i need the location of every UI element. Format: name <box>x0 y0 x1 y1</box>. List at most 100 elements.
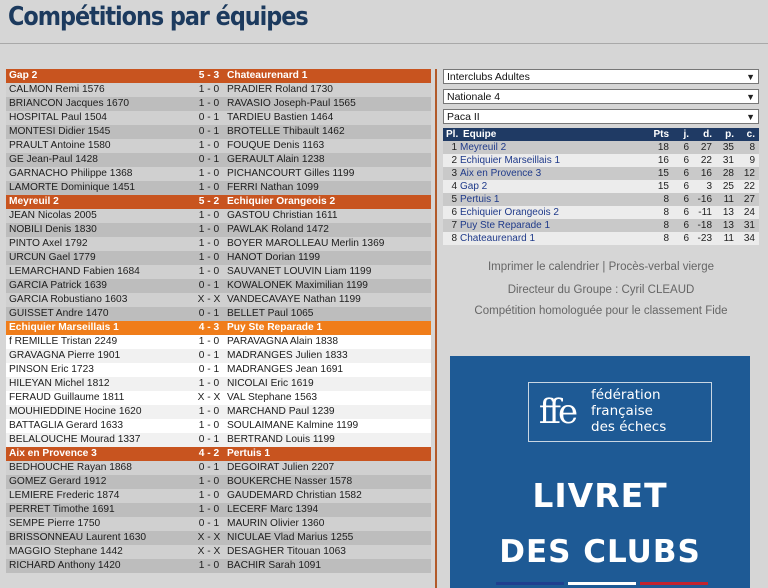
game-row: FERAUD Guillaume 1811 X - X VAL Stephane 1… <box>6 391 431 405</box>
game-result: 0 - 1 <box>198 462 220 473</box>
standings-points: 15 <box>641 180 673 193</box>
team-link[interactable]: Echiquier Marseillais 1 <box>460 154 641 167</box>
game-row: URCUN Gael 1779 1 - 0 HANOT Dorian 1199 <box>6 251 431 265</box>
game-result: X - X <box>197 546 221 557</box>
blank-report-link[interactable]: Procès-verbal vierge <box>608 261 715 273</box>
away-player: BACHIR Sarah 1091 <box>227 560 322 571</box>
game-result: 0 - 1 <box>198 350 220 361</box>
home-player: PERRET Timothe 1691 <box>9 504 115 515</box>
match-header[interactable]: Meyreuil 2 5 - 2 Echiquier Orangeois 2 <box>6 195 431 209</box>
team-link[interactable]: Chateaurenard 1 <box>460 232 641 245</box>
game-result: 1 - 0 <box>198 476 220 487</box>
standings-points: 8 <box>641 206 673 219</box>
standings-place: 6 <box>443 206 460 219</box>
home-player: FERAUD Guillaume 1811 <box>9 392 125 403</box>
standings-points: 18 <box>641 141 673 154</box>
team-link[interactable]: Pertuis 1 <box>460 193 641 206</box>
standings-diff: 16 <box>693 167 716 180</box>
standings-played: 6 <box>673 232 693 245</box>
game-result: 0 - 1 <box>198 154 220 165</box>
away-player: MAURIN Olivier 1360 <box>227 518 325 529</box>
game-result: X - X <box>197 532 221 543</box>
livret-des-clubs-banner[interactable]: ffe fédération française des échecs LIVR… <box>450 356 750 588</box>
standings-row: 7 Puy Ste Reparade 1 8 6 -18 13 31 <box>443 219 759 232</box>
away-player: VANDECAVAYE Nathan 1199 <box>227 294 361 305</box>
standings-for: 11 <box>716 232 738 245</box>
game-result: 1 - 0 <box>198 378 220 389</box>
standings-diff: -11 <box>693 206 716 219</box>
ffe-logo: ffe fédération française des échecs <box>528 382 712 442</box>
away-player: BOYER MAROLLEAU Merlin 1369 <box>227 238 385 249</box>
game-row: HOSPITAL Paul 1504 0 - 1 TARDIEU Bastien 1… <box>6 111 431 125</box>
away-team: Pertuis 1 <box>227 448 271 459</box>
away-player: GAUDEMARD Christian 1582 <box>227 490 362 501</box>
standings-played: 6 <box>673 193 693 206</box>
standings-against: 34 <box>738 232 759 245</box>
match-header[interactable]: Echiquier Marseillais 1 4 - 3 Puy Ste Repa… <box>6 321 431 335</box>
team-link[interactable]: Meyreuil 2 <box>460 141 641 154</box>
standings-row: 5 Pertuis 1 8 6 -16 11 27 <box>443 193 759 206</box>
standings-diff: 27 <box>693 141 716 154</box>
col-header-points: Pts <box>641 128 673 141</box>
home-team: Meyreuil 2 <box>9 196 59 207</box>
print-calendar-link[interactable]: Imprimer le calendrier <box>487 261 600 273</box>
home-player: PINSON Eric 1723 <box>9 364 94 375</box>
standings-for: 35 <box>716 141 738 154</box>
match-header[interactable]: Gap 2 5 - 3 Chateaurenard 1 <box>6 69 431 83</box>
away-player: BROTELLE Thibault 1462 <box>227 126 345 137</box>
game-result: 0 - 1 <box>198 280 220 291</box>
away-player: DESAGHER Titouan 1063 <box>227 546 346 557</box>
standings-place: 8 <box>443 232 460 245</box>
game-row: GOMEZ Gerard 1912 1 - 0 BOUKERCHE Nasser 1… <box>6 475 431 489</box>
standings-against: 31 <box>738 219 759 232</box>
team-link[interactable]: Gap 2 <box>460 180 641 193</box>
home-team: Aix en Provence 3 <box>9 448 97 459</box>
standings-diff: -18 <box>693 219 716 232</box>
standings-row: 3 Aix en Provence 3 15 6 16 28 12 <box>443 167 759 180</box>
team-link[interactable]: Echiquier Orangeois 2 <box>460 206 641 219</box>
group-select[interactable]: Paca II ▼ <box>443 109 759 124</box>
game-result: 1 - 0 <box>198 182 220 193</box>
game-row: HILEYAN Michel 1812 1 - 0 NICOLAI Eric 161… <box>6 377 431 391</box>
team-link[interactable]: Aix en Provence 3 <box>460 167 641 180</box>
ffe-logo-line-2: française <box>591 403 653 419</box>
standings-diff: 22 <box>693 154 716 167</box>
home-player: JEAN Nicolas 2005 <box>9 210 97 221</box>
standings-played: 6 <box>673 206 693 219</box>
standings-for: 28 <box>716 167 738 180</box>
game-result: 1 - 0 <box>198 336 220 347</box>
match-header[interactable]: Aix en Provence 3 4 - 2 Pertuis 1 <box>6 447 431 461</box>
home-player: HILEYAN Michel 1812 <box>9 378 110 389</box>
col-header-team: Equipe <box>460 128 641 141</box>
competition-select[interactable]: Interclubs Adultes ▼ <box>443 69 759 84</box>
match-results: Gap 2 5 - 3 Chateaurenard 1 CALMON Remi 157… <box>6 69 431 573</box>
standings-diff: 3 <box>693 180 716 193</box>
game-result: 1 - 0 <box>198 420 220 431</box>
game-result: 1 - 0 <box>198 266 220 277</box>
game-row: PERRET Timothe 1691 1 - 0 LECERF Marc 1394 <box>6 503 431 517</box>
col-header-against: c. <box>738 128 759 141</box>
home-player: PRAULT Antoine 1580 <box>9 140 111 151</box>
division-select[interactable]: Nationale 4 ▼ <box>443 89 759 104</box>
home-player: BRISSONNEAU Laurent 1630 <box>9 532 147 543</box>
match-score: 5 - 3 <box>198 70 220 81</box>
game-result: 0 - 1 <box>198 518 220 529</box>
away-player: FERRI Nathan 1099 <box>227 182 319 193</box>
game-row: BRISSONNEAU Laurent 1630 X - X NICULAE Vla… <box>6 531 431 545</box>
group-select-value: Paca II <box>447 111 480 123</box>
livret-title-line-2: DES CLUBS <box>499 534 701 570</box>
standings-against: 9 <box>738 154 759 167</box>
home-player: RICHARD Anthony 1420 <box>9 560 121 571</box>
game-result: 0 - 1 <box>198 126 220 137</box>
game-row: GARCIA Patrick 1639 0 - 1 KOWALONEK Maximi… <box>6 279 431 293</box>
home-player: HOSPITAL Paul 1504 <box>9 112 107 123</box>
standings-row: 1 Meyreuil 2 18 6 27 35 8 <box>443 141 759 154</box>
game-row: GARNACHO Philippe 1368 1 - 0 PICHANCOURT G… <box>6 167 431 181</box>
game-row: JEAN Nicolas 2005 1 - 0 GASTOU Christian 1… <box>6 209 431 223</box>
standings-header-row: Pl. Equipe Pts j. d. p. c. <box>443 128 759 141</box>
team-link[interactable]: Puy Ste Reparade 1 <box>460 219 641 232</box>
ffe-logo-line-3: des échecs <box>591 419 667 435</box>
standings-against: 27 <box>738 193 759 206</box>
match-score: 5 - 2 <box>198 196 220 207</box>
away-player: PRADIER Roland 1730 <box>227 84 333 95</box>
